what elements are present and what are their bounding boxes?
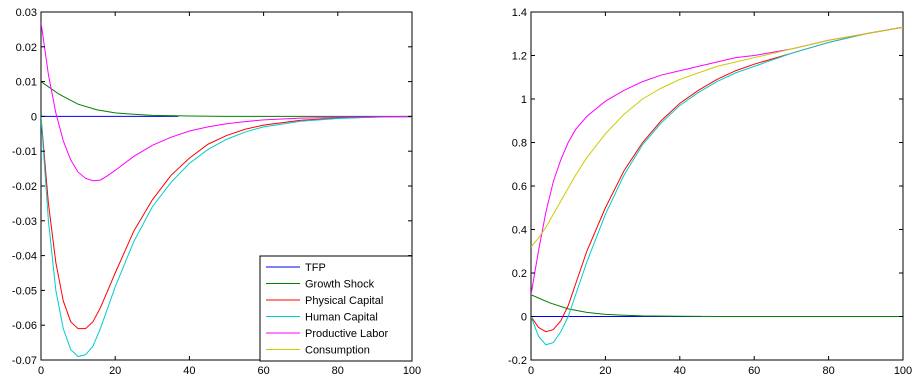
legend-label-physical-capital: Physical Capital <box>305 295 383 307</box>
y-tick-label: -0.04 <box>12 251 37 263</box>
y-tick-label: -0.03 <box>12 216 37 228</box>
x-tick-label: 0 <box>38 365 44 377</box>
x-tick-label: 40 <box>183 365 195 377</box>
y-tick-label: 1.4 <box>512 7 527 19</box>
y-tick-label: -0.06 <box>12 320 37 332</box>
series-line-growth-shock <box>41 81 412 117</box>
series-line-growth-shock <box>531 294 903 317</box>
x-tick-label: 100 <box>894 365 912 377</box>
series-group <box>41 22 412 358</box>
y-tick-label: 1 <box>521 94 527 106</box>
axes-panel-1: 0 20 40 60 80 100 0.03 0.02 0.01 0 -0.01 -0.02 -0.03… <box>12 7 421 377</box>
x-tick-label: 0 <box>528 365 534 377</box>
series-line-physical-capital <box>531 26 903 333</box>
y-tick-label: 0.01 <box>16 77 37 89</box>
y-tick-label: 0.02 <box>16 42 37 54</box>
x-tick-label: 40 <box>674 365 686 377</box>
series-line-productive-labor <box>531 26 903 295</box>
x-tick-label: 100 <box>403 365 421 377</box>
series-line-consumption <box>531 26 903 248</box>
legend-box <box>259 255 413 362</box>
y-tick-label: 0.8 <box>512 138 527 150</box>
y-tick-label: 0 <box>521 312 527 324</box>
y-tick-label: 0.03 <box>16 7 37 19</box>
y-tick-label: 0.4 <box>512 225 527 237</box>
x-tick-label: 20 <box>109 365 121 377</box>
x-tick-label: 80 <box>822 365 834 377</box>
x-tick-label: 60 <box>748 365 760 377</box>
y-tick-label: -0.02 <box>12 181 37 193</box>
series-line-human-capital <box>41 116 412 358</box>
plot-area-frame <box>530 11 904 361</box>
series-line-physical-capital <box>41 116 412 330</box>
x-tick-label: 80 <box>332 365 344 377</box>
x-tick-label: 60 <box>257 365 269 377</box>
legend: TFP Growth Shock Physical Capital Human Cap… <box>259 255 413 362</box>
legend-label-human-capital: Human Capital <box>305 312 378 324</box>
legend-label-growth-shock: Growth Shock <box>305 279 375 291</box>
y-tick-label: 0.6 <box>512 181 527 193</box>
series-line-human-capital <box>531 26 903 346</box>
legend-label-consumption: Consumption <box>305 345 370 357</box>
legend-label-tfp: TFP <box>305 262 326 274</box>
y-tick-label: 1.2 <box>512 51 527 63</box>
series-line-productive-labor <box>41 22 412 182</box>
series-group <box>531 26 903 346</box>
y-tick-label: -0.07 <box>12 355 37 367</box>
legend-label-productive-labor: Productive Labor <box>305 328 388 340</box>
x-tick-label: 20 <box>599 365 611 377</box>
y-tick-label: 0 <box>31 111 37 123</box>
y-tick-label: -0.2 <box>508 355 527 367</box>
y-tick-label: -0.01 <box>12 146 37 158</box>
y-tick-label: -0.05 <box>12 285 37 297</box>
y-tick-label: 0.2 <box>512 268 527 280</box>
